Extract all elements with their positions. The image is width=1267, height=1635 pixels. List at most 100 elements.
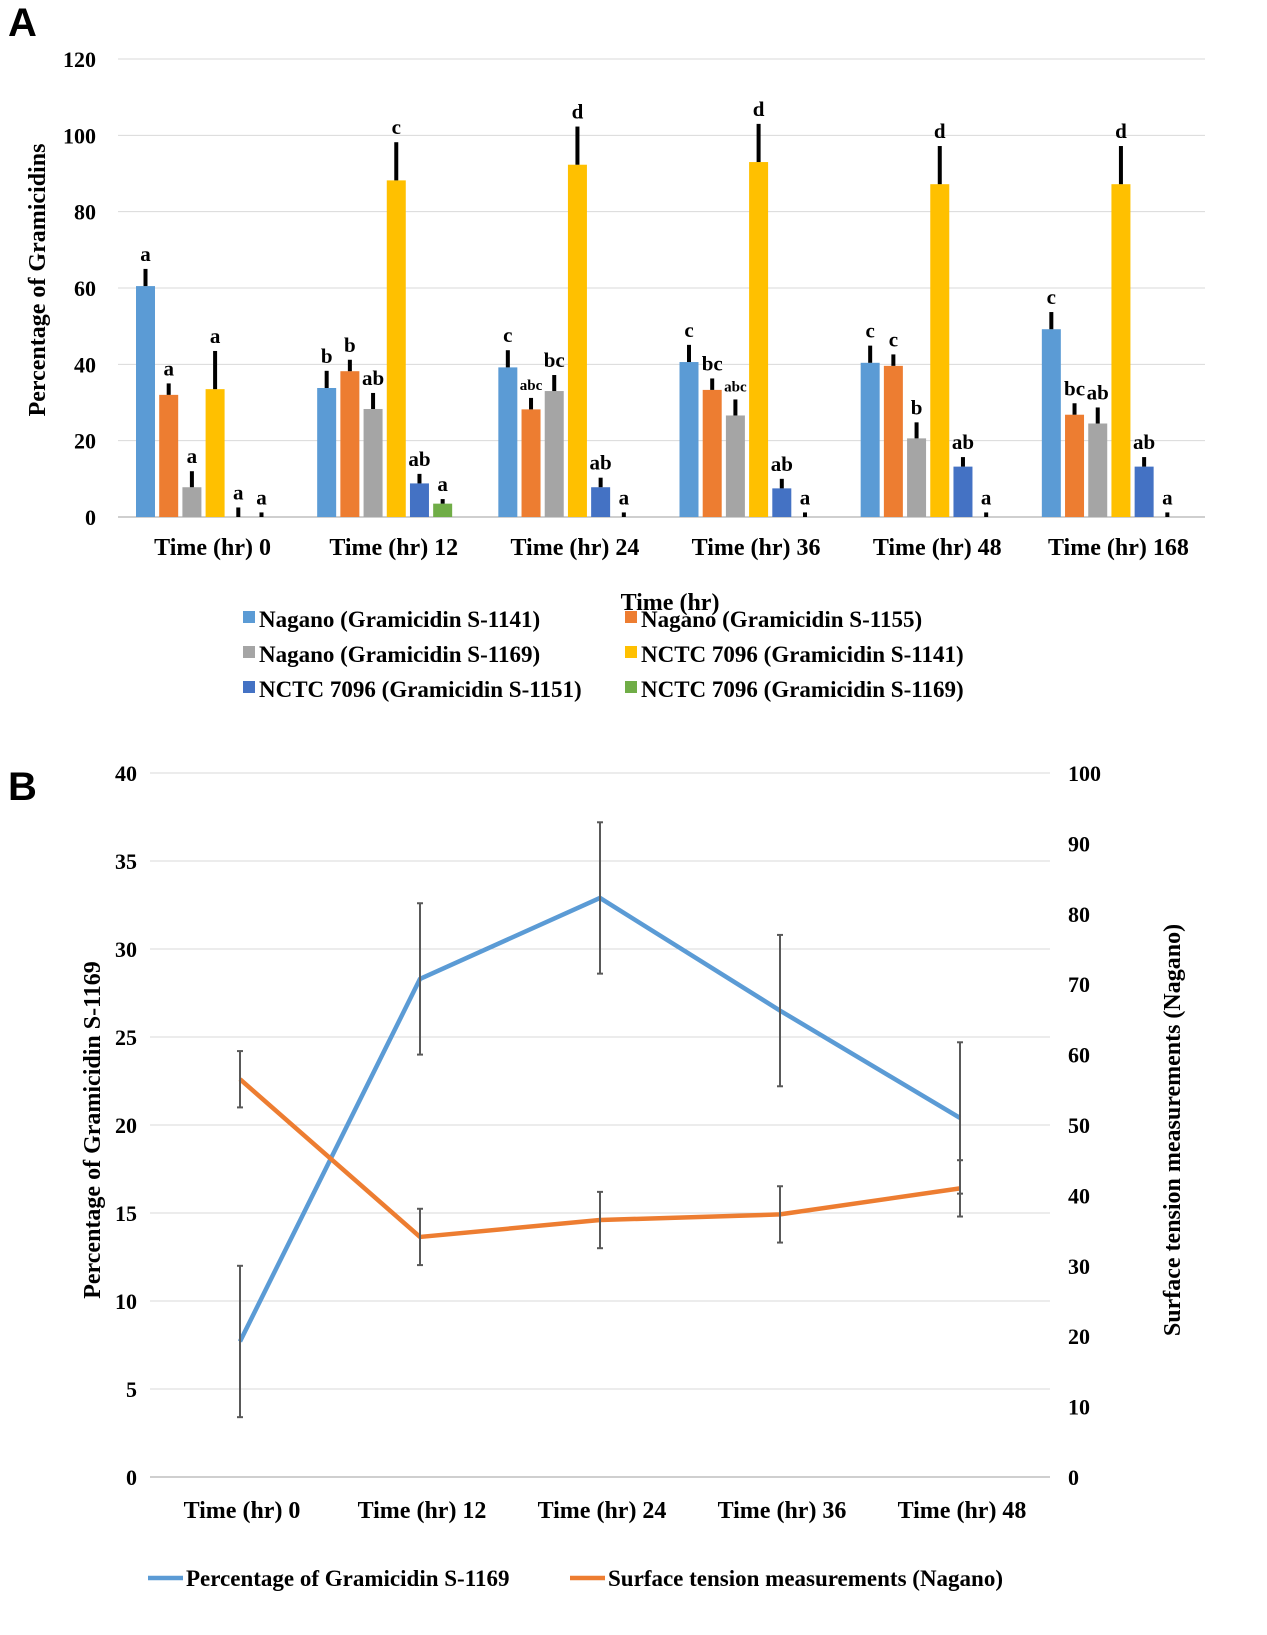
category-label: Time (hr) 24 (538, 1498, 667, 1524)
category-label: Time (hr) 12 (358, 1498, 487, 1524)
bar (521, 409, 541, 517)
significance-letter: c (684, 318, 693, 342)
significance-letter: a (256, 485, 267, 509)
bar (182, 487, 202, 517)
bar (749, 162, 769, 518)
panel-b-right-axis-title: Surface tension measurements (Nagano) (1160, 924, 1186, 1336)
bar (205, 389, 225, 517)
bar (725, 415, 745, 517)
category-label: Time (hr) 12 (329, 535, 458, 561)
legend-swatch (625, 646, 637, 658)
significance-letter: a (1162, 485, 1173, 509)
legend-label: Surface tension measurements (Nagano) (608, 1566, 1003, 1591)
significance-letter: ab (952, 430, 974, 454)
bar (702, 389, 722, 517)
bar (433, 503, 453, 517)
category-label: Time (hr) 36 (692, 535, 821, 561)
panel-b: B 0 5 10 15 20 25 30 35 40 0 10 20 30 40 50 60 70 80 90 10… (8, 761, 1186, 1591)
significance-letter: a (187, 444, 198, 468)
legend-label: Nagano (Gramicidin S-1155) (641, 607, 922, 632)
left-tick-label-0: 0 (126, 1465, 137, 1490)
bar (498, 367, 518, 517)
left-tick-label-10: 10 (115, 1289, 137, 1314)
panel-b-error-bars (237, 821, 963, 1419)
y-tick-label-60: 60 (74, 276, 96, 301)
legend-swatch (243, 611, 255, 623)
significance-letter: c (503, 323, 512, 347)
right-tick-label-20: 20 (1068, 1324, 1090, 1349)
panel-a-y-axis-title: Percentage of Gramicidins (25, 144, 51, 417)
legend-swatch (625, 611, 637, 623)
right-tick-label-70: 70 (1068, 972, 1090, 997)
significance-letter: bc (702, 351, 723, 375)
bar (930, 184, 950, 518)
bar (409, 483, 429, 517)
significance-letter: ab (408, 447, 430, 471)
significance-letter: d (572, 100, 584, 124)
significance-letter: a (233, 480, 244, 504)
legend-label: NCTC 7096 (Gramicidin S-1169) (641, 677, 964, 702)
y-tick-label-0: 0 (85, 505, 96, 530)
panel-a-label: A (8, 1, 37, 45)
legend-label: NCTC 7096 (Gramicidin S-1141) (641, 642, 964, 667)
left-tick-label-30: 30 (115, 937, 137, 962)
right-tick-label-0: 0 (1068, 1465, 1079, 1490)
bar (1111, 184, 1131, 518)
category-label: Time (hr) 48 (898, 1498, 1027, 1524)
significance-letter: abc (520, 378, 543, 394)
category-label: Time (hr) 0 (184, 1498, 301, 1524)
significance-letter: b (321, 344, 333, 368)
bar (772, 488, 792, 517)
legend-label: NCTC 7096 (Gramicidin S-1151) (259, 677, 582, 702)
significance-letter: a (163, 356, 174, 380)
y-tick-label-100: 100 (63, 123, 96, 148)
legend-label: Percentage of Gramicidin S-1169 (186, 1566, 509, 1591)
significance-letter: b (344, 333, 356, 357)
category-label: Time (hr) 36 (718, 1498, 847, 1524)
panel-b-right-tick-labels: 0 10 20 30 40 50 60 70 80 90 100 (1068, 761, 1101, 1490)
right-tick-label-60: 60 (1068, 1043, 1090, 1068)
bar (386, 180, 406, 517)
significance-letter: ab (590, 451, 612, 475)
legend-swatch (243, 646, 255, 658)
panel-a-y-tick-labels: 0 20 40 60 80 100 120 (63, 47, 96, 530)
panel-a-legend: Nagano (Gramicidin S-1141) Nagano (Gramic… (243, 607, 964, 702)
panel-b-left-axis-title: Percentage of Gramicidin S-1169 (80, 961, 106, 1299)
legend-swatch (625, 681, 637, 693)
category-label: Time (hr) 24 (510, 535, 639, 561)
significance-letter: ab (771, 452, 793, 476)
bar (1134, 466, 1154, 517)
panel-b-left-tick-labels: 0 5 10 15 20 25 30 35 40 (115, 761, 137, 1490)
right-tick-label-100: 100 (1068, 761, 1101, 786)
significance-letter: a (800, 485, 811, 509)
panel-a-x-axis-title: Time (hr) (621, 590, 720, 616)
y-tick-label-80: 80 (74, 200, 96, 225)
significance-letter: c (392, 115, 401, 139)
panel-a-bars (136, 162, 1154, 518)
right-tick-label-10: 10 (1068, 1395, 1090, 1420)
y-tick-label-40: 40 (74, 352, 96, 377)
significance-letter: a (140, 242, 151, 266)
significance-letter: ab (1133, 430, 1155, 454)
significance-letter: ab (1087, 380, 1109, 404)
significance-letter: a (437, 472, 448, 496)
left-tick-label-40: 40 (115, 761, 137, 786)
bar (883, 365, 903, 517)
right-tick-label-80: 80 (1068, 902, 1090, 927)
bar (1065, 414, 1085, 517)
significance-letter: abc (724, 379, 747, 395)
significance-letter: c (1047, 285, 1056, 309)
bar (907, 438, 927, 517)
bar (317, 387, 337, 517)
significance-letter: d (753, 97, 765, 121)
y-tick-label-120: 120 (63, 47, 96, 72)
significance-letter: bc (544, 348, 565, 372)
panel-b-label: B (8, 765, 37, 809)
legend-label: Nagano (Gramicidin S-1169) (259, 642, 540, 667)
right-tick-label-90: 90 (1068, 831, 1090, 856)
right-tick-label-50: 50 (1068, 1113, 1090, 1138)
bar (953, 466, 973, 517)
significance-letter: c (889, 327, 898, 351)
